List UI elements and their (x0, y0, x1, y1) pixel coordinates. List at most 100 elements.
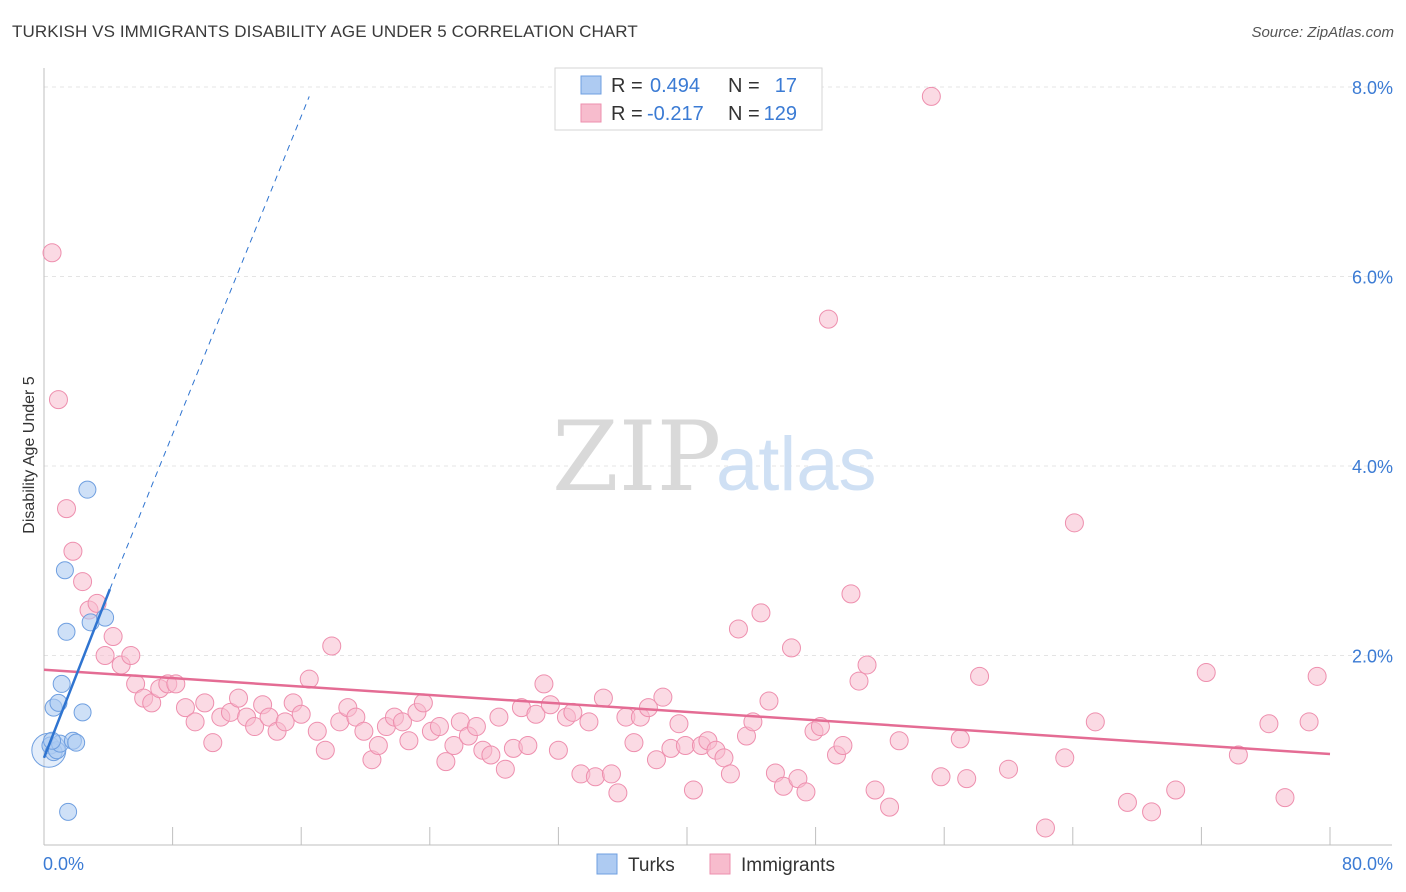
y-tick-label-2: 2.0% (1352, 646, 1393, 666)
immigrants-point-121 (1142, 802, 1162, 822)
immigrants-point-1 (48, 390, 68, 410)
immigrants-point-29 (275, 712, 295, 732)
immigrants-point-79 (653, 687, 673, 707)
immigrants-point-54 (466, 717, 486, 737)
watermark-zip: ZIP (552, 401, 721, 513)
immigrants-point-57 (489, 707, 509, 727)
immigrants-point-49 (429, 717, 449, 737)
legend-immigrants-r-value: -0.217 (647, 103, 704, 125)
trend-lines (42, 96, 1331, 759)
y-tick-label-4: 4.0% (1352, 457, 1393, 477)
turks-trend-line (42, 588, 112, 759)
immigrants-point-51 (444, 736, 464, 756)
legend-turks-r-label: R = (611, 75, 643, 97)
immigrants-point-103 (833, 736, 853, 756)
grid (44, 86, 1392, 656)
turks-point-10 (73, 703, 92, 722)
immigrants-point-116 (1035, 818, 1055, 838)
immigrants-point-8 (103, 627, 123, 647)
immigrants-point-113 (957, 769, 977, 789)
chart-title: TURKISH VS IMMIGRANTS DISABILITY AGE UND… (12, 22, 638, 41)
immigrants-point-124 (1228, 745, 1248, 765)
immigrants-point-31 (291, 704, 311, 724)
immigrants-point-88 (720, 764, 740, 784)
legend-turks-r-value: 0.494 (650, 75, 700, 97)
immigrants-point-72 (601, 764, 621, 784)
immigrants-point-101 (818, 309, 838, 329)
x-tick-label-min: 0.0% (43, 854, 84, 874)
immigrants-point-23 (229, 688, 249, 708)
immigrants-point-112 (950, 729, 970, 749)
legend-turks-n-label: N = (728, 75, 760, 97)
immigrants-point-19 (195, 693, 215, 713)
legend-immigrants-n-value: 129 (764, 103, 797, 125)
immigrants-point-0 (42, 243, 62, 263)
immigrants-point-4 (73, 572, 93, 592)
immigrants-point-33 (307, 721, 327, 741)
immigrants-point-35 (322, 636, 342, 656)
immigrants-point-118 (1064, 513, 1084, 533)
immigrants-point-39 (354, 721, 374, 741)
y-tick-labels: 2.0% 4.0% 6.0% 8.0% (1352, 78, 1393, 667)
series-legend: Turks Immigrants (596, 853, 835, 876)
immigrants-point-107 (865, 780, 885, 800)
immigrants-point-62 (526, 704, 546, 724)
bottom-legend-immigrants-swatch (709, 853, 731, 875)
immigrants-point-110 (921, 86, 941, 106)
turks-point-16 (59, 802, 78, 821)
immigrants-point-115 (999, 759, 1018, 779)
immigrants-point-34 (315, 740, 335, 760)
immigrants-point-73 (608, 783, 628, 803)
immigrants-point-114 (970, 666, 990, 686)
turks-point-9 (52, 674, 71, 693)
immigrants-trend-line (43, 668, 1331, 756)
immigrants-point-70 (585, 767, 605, 787)
immigrants-point-82 (675, 736, 695, 756)
bottom-legend-turks-label: Turks (628, 855, 675, 876)
immigrants-point-69 (579, 712, 599, 732)
y-tick-label-8: 8.0% (1352, 78, 1393, 98)
immigrants-point-47 (413, 693, 433, 713)
immigrants-point-105 (849, 671, 869, 691)
immigrants-point-104 (841, 584, 861, 604)
immigrants-point-96 (781, 638, 801, 658)
watermark-atlas: atlas (716, 422, 877, 507)
legend-turks-swatch (580, 75, 602, 95)
turks-points (31, 480, 115, 821)
immigrants-point-61 (518, 736, 538, 756)
turks-point-15 (78, 480, 97, 499)
turks-trend-extension (109, 96, 310, 590)
immigrants-point-128 (1307, 666, 1327, 686)
immigrants-point-81 (669, 714, 689, 734)
immigrants-point-122 (1166, 780, 1186, 800)
immigrants-point-87 (714, 748, 734, 768)
source-label: Source: ZipAtlas.com (1251, 24, 1394, 41)
immigrants-point-106 (857, 655, 877, 675)
immigrants-point-117 (1055, 748, 1075, 768)
immigrants-point-50 (436, 752, 456, 772)
y-axis-label: Disability Age Under 5 (21, 376, 38, 534)
legend-immigrants-r-label: R = (611, 103, 643, 125)
legend-immigrants-swatch (580, 103, 602, 123)
x-tick-label-max: 80.0% (1342, 854, 1393, 874)
immigrants-point-119 (1085, 712, 1105, 732)
immigrants-point-3 (63, 541, 83, 561)
immigrants-point-20 (203, 733, 223, 753)
bottom-legend-turks-swatch (596, 853, 618, 875)
immigrants-point-98 (796, 782, 816, 802)
immigrants-point-41 (368, 736, 388, 756)
immigrants-point-71 (593, 688, 613, 708)
legend-turks-n-value: 17 (775, 75, 797, 97)
immigrants-point-10 (121, 645, 141, 665)
stats-legend: R = 0.494 N = 17 R = -0.217 N = 129 (554, 67, 823, 131)
immigrants-point-92 (751, 603, 771, 623)
turks-point-12 (55, 561, 74, 580)
axes (43, 68, 1392, 846)
immigrants-point-45 (399, 731, 419, 751)
immigrants-point-56 (481, 745, 501, 765)
immigrants-point-44 (392, 712, 412, 732)
immigrants-point-83 (683, 780, 703, 800)
turks-point-6 (67, 733, 86, 752)
immigrants-point-7 (95, 645, 115, 665)
immigrants-point-25 (245, 717, 265, 737)
